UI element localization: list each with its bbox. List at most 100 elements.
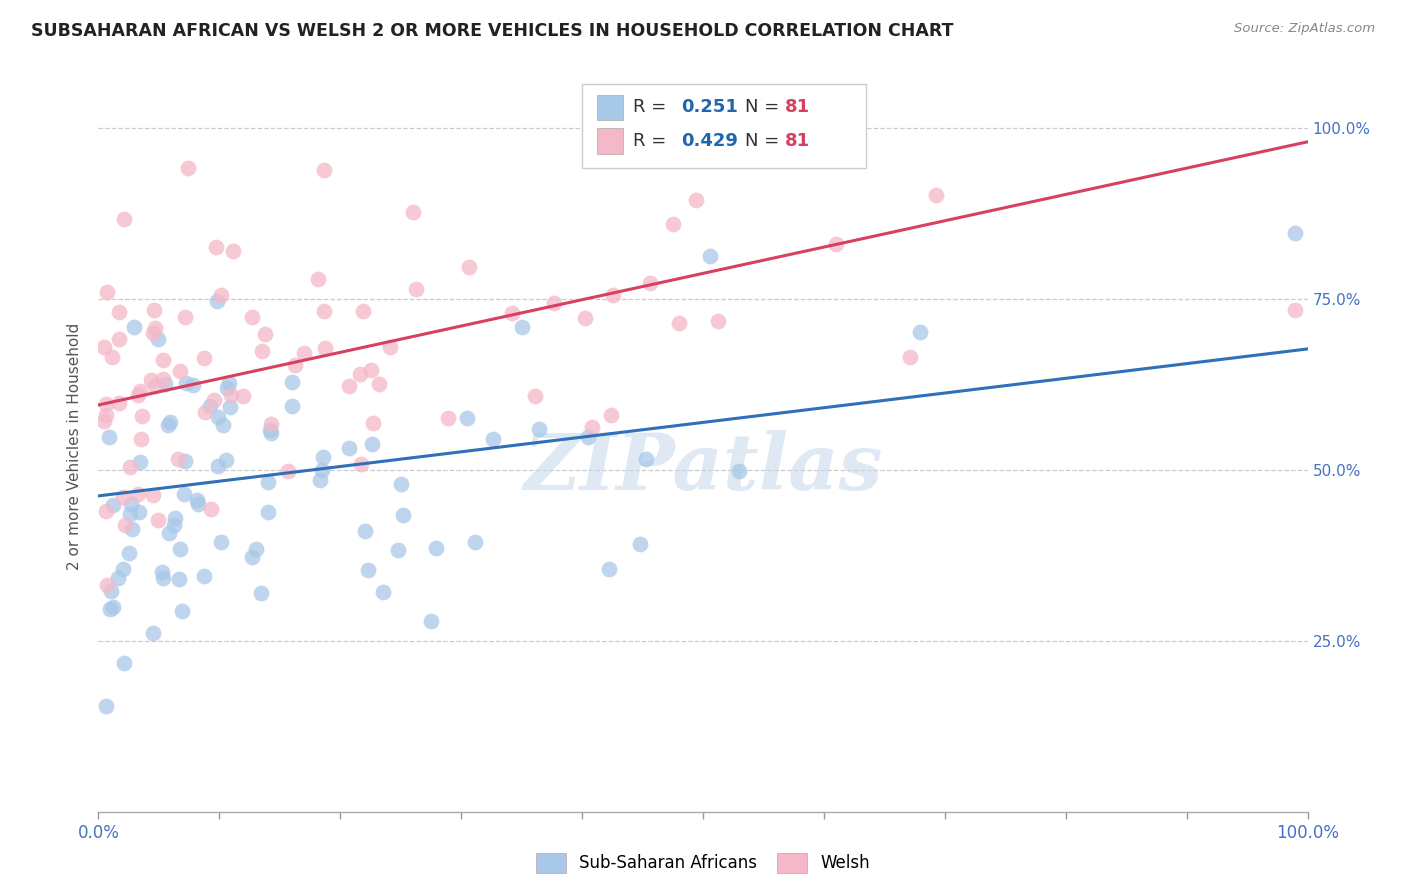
Point: [100, 584, 122, 599]
Point: [167, 451, 190, 466]
Point: [129, 432, 152, 446]
Point: [360, 436, 382, 450]
Point: [211, 417, 233, 432]
Point: [131, 409, 153, 423]
Point: [108, 396, 131, 410]
Point: [250, 343, 273, 358]
Text: R =: R =: [633, 98, 672, 116]
Point: [371, 585, 394, 599]
Point: [307, 272, 329, 286]
Y-axis label: 2 or more Vehicles in Household: 2 or more Vehicles in Household: [67, 322, 83, 570]
Point: [360, 362, 382, 376]
Point: [163, 517, 186, 532]
Point: [706, 314, 728, 328]
Point: [143, 321, 166, 335]
Point: [148, 332, 170, 346]
Point: [242, 310, 264, 325]
Point: [215, 381, 238, 395]
Point: [311, 463, 333, 477]
Point: [254, 327, 277, 342]
Point: [662, 217, 685, 231]
Point: [174, 376, 197, 391]
Point: [96, 397, 118, 411]
Point: [685, 193, 707, 207]
Point: [437, 411, 460, 425]
Point: [111, 490, 134, 504]
Point: [219, 401, 242, 415]
Point: [173, 453, 195, 467]
Text: ZIPatlas: ZIPatlas: [523, 430, 883, 506]
Point: [232, 389, 254, 403]
Point: [312, 450, 335, 464]
Point: [177, 161, 200, 175]
Point: [143, 302, 166, 317]
Point: [259, 423, 281, 437]
Point: [114, 518, 136, 533]
Point: [456, 411, 478, 425]
Point: [353, 524, 375, 539]
Point: [1284, 226, 1306, 240]
Point: [668, 316, 690, 330]
Point: [108, 305, 131, 319]
Point: [173, 487, 195, 501]
Point: [402, 205, 425, 219]
Point: [129, 454, 152, 468]
Point: [337, 379, 360, 393]
Point: [141, 373, 163, 387]
Text: SUBSAHARAN AFRICAN VS WELSH 2 OR MORE VEHICLES IN HOUSEHOLD CORRELATION CHART: SUBSAHARAN AFRICAN VS WELSH 2 OR MORE VE…: [31, 22, 953, 40]
Point: [908, 325, 931, 339]
Point: [581, 420, 603, 434]
Text: N =: N =: [745, 98, 786, 116]
Point: [146, 513, 169, 527]
Point: [825, 236, 848, 251]
Point: [120, 497, 142, 511]
Point: [405, 282, 427, 296]
Point: [292, 345, 315, 359]
Point: [143, 379, 166, 393]
Text: 0.251: 0.251: [682, 98, 738, 116]
Bar: [596, 95, 623, 120]
Point: [350, 457, 373, 471]
Point: [174, 310, 197, 324]
Point: [222, 244, 245, 259]
Point: [141, 488, 163, 502]
Point: [207, 410, 229, 425]
Point: [169, 364, 191, 378]
Point: [181, 377, 204, 392]
Point: [112, 656, 135, 670]
Point: [93, 341, 115, 355]
Point: [1284, 303, 1306, 318]
Point: [152, 372, 174, 386]
Point: [96, 698, 118, 713]
Point: [240, 550, 263, 565]
Point: [524, 389, 547, 403]
Point: [93, 414, 115, 428]
Point: [98, 602, 121, 616]
Point: [898, 350, 921, 364]
Text: Source: ZipAtlas.com: Source: ZipAtlas.com: [1234, 22, 1375, 36]
Point: [205, 294, 228, 309]
Point: [309, 473, 332, 487]
Point: [389, 476, 412, 491]
Point: [167, 572, 190, 586]
Point: [312, 162, 335, 177]
Point: [245, 541, 267, 556]
Point: [257, 475, 280, 489]
Point: [153, 376, 176, 391]
Point: [578, 430, 600, 444]
Point: [96, 577, 118, 591]
Legend: Sub-Saharan Africans, Welsh: Sub-Saharan Africans, Welsh: [529, 847, 877, 880]
Point: [337, 441, 360, 455]
Point: [101, 351, 124, 365]
Point: [356, 563, 378, 577]
Point: [193, 569, 215, 583]
Point: [387, 542, 409, 557]
Point: [257, 505, 280, 519]
Point: [924, 187, 946, 202]
Text: 81: 81: [785, 98, 810, 116]
Point: [209, 288, 232, 302]
Point: [280, 400, 302, 414]
Point: [128, 505, 150, 519]
Point: [202, 393, 225, 408]
Point: [205, 240, 228, 254]
